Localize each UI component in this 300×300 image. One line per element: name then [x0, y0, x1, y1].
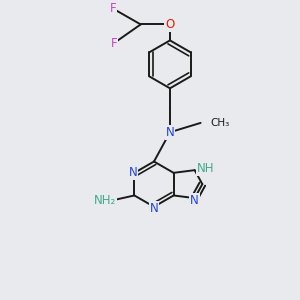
Text: N: N — [150, 202, 158, 214]
Text: N: N — [190, 194, 199, 207]
Text: NH₂: NH₂ — [94, 194, 116, 207]
Text: NH: NH — [197, 162, 215, 175]
Text: CH₃: CH₃ — [210, 118, 229, 128]
Text: N: N — [166, 126, 174, 139]
Text: O: O — [165, 18, 175, 31]
Text: N: N — [129, 166, 137, 179]
Text: F: F — [110, 2, 116, 15]
Text: F: F — [111, 37, 117, 50]
